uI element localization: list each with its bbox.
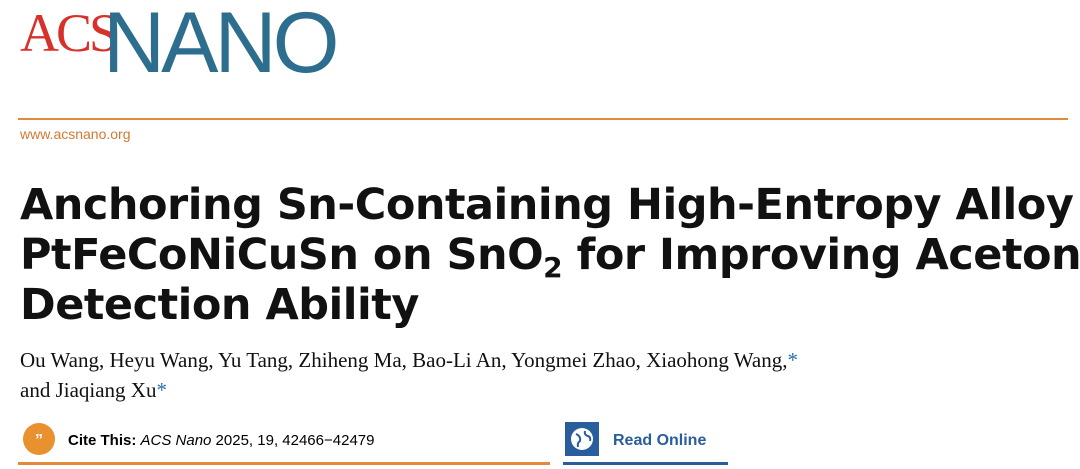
title-line: PtFeCoNiCuSn on SnO2 for Improving Aceto… bbox=[20, 230, 1080, 284]
cite-text: Cite This: ACS Nano 2025, 19, 42466−4247… bbox=[68, 432, 374, 449]
cite-label: Cite This: bbox=[68, 432, 137, 449]
corresponding-mark[interactable]: * bbox=[787, 348, 798, 372]
authors: and Jiaqiang Xu bbox=[20, 378, 157, 402]
authors-line: and Jiaqiang Xu* bbox=[20, 378, 167, 403]
authors: Ou Wang, Heyu Wang, Yu Tang, Zhiheng Ma,… bbox=[20, 348, 788, 372]
authors-line: Ou Wang, Heyu Wang, Yu Tang, Zhiheng Ma,… bbox=[20, 348, 798, 373]
subscript: 2 bbox=[543, 251, 563, 284]
read-online-button[interactable]: Read Online bbox=[563, 412, 728, 465]
title-line: Detection Ability bbox=[20, 280, 419, 330]
logo-nano: NANO bbox=[103, 0, 339, 91]
cite-icon: ” bbox=[23, 423, 55, 455]
corresponding-mark[interactable]: * bbox=[156, 378, 167, 402]
title-text: PtFeCoNiCuSn on SnO bbox=[20, 230, 544, 280]
svg-text:”: ” bbox=[35, 432, 43, 449]
header-rule bbox=[18, 118, 1068, 120]
logo-acs: ACS bbox=[20, 3, 119, 63]
cite-details: 2025, 19, 42466−42479 bbox=[211, 432, 375, 449]
title-line: Anchoring Sn-Containing High-Entropy All… bbox=[20, 180, 1074, 230]
globe-icon bbox=[565, 422, 599, 456]
cite-journal: ACS Nano bbox=[140, 432, 212, 449]
read-online-text: Read Online bbox=[613, 432, 707, 449]
title-text: for Improving Acetone bbox=[562, 230, 1080, 280]
journal-url[interactable]: www.acsnano.org bbox=[20, 126, 131, 142]
cite-box[interactable]: ” Cite This: ACS Nano 2025, 19, 42466−42… bbox=[18, 412, 550, 465]
